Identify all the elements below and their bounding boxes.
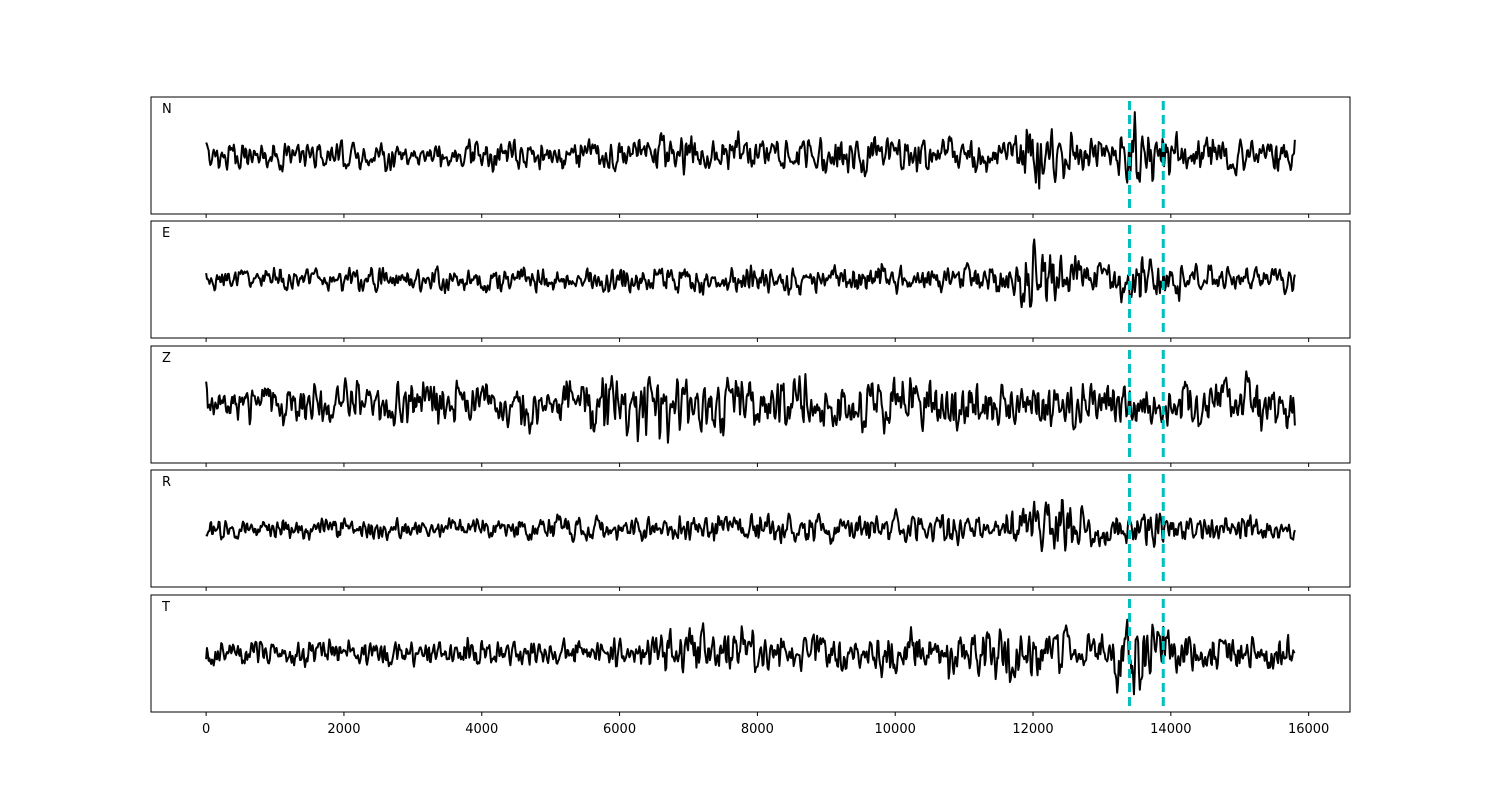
panel-label-n: N bbox=[162, 102, 172, 117]
x-tick-label: 2000 bbox=[327, 722, 360, 737]
trace-line-r bbox=[205, 498, 1296, 553]
trace-line-e bbox=[205, 238, 1296, 309]
x-axis: 0 2000 4000 6000 8000 10000 12000 14000 16000 bbox=[202, 722, 1329, 737]
x-tick-label: 8000 bbox=[741, 722, 774, 737]
x-tick-label: 14000 bbox=[1150, 722, 1191, 737]
panel-frame bbox=[150, 469, 1351, 588]
panel-frame bbox=[150, 345, 1351, 464]
panels: N E Z R T bbox=[150, 96, 1351, 716]
x-tick-label: 0 bbox=[202, 722, 210, 737]
x-tick-label: 4000 bbox=[465, 722, 498, 737]
panel-n: N bbox=[150, 96, 1351, 218]
trace-line-n bbox=[205, 111, 1296, 190]
x-tick-label: 16000 bbox=[1288, 722, 1329, 737]
panel-label-r: R bbox=[162, 475, 171, 490]
panel-z: Z bbox=[150, 345, 1351, 467]
panel-label-z: Z bbox=[162, 351, 171, 366]
x-tick-label: 6000 bbox=[603, 722, 636, 737]
trace-line-t bbox=[205, 618, 1296, 696]
panel-t: T bbox=[150, 594, 1351, 716]
trace-line-z bbox=[205, 370, 1296, 444]
panel-frame bbox=[150, 220, 1351, 339]
x-tick-label: 10000 bbox=[875, 722, 916, 737]
panel-label-e: E bbox=[162, 226, 170, 241]
panel-label-t: T bbox=[161, 600, 170, 615]
panel-e: E bbox=[150, 220, 1351, 342]
panel-r: R bbox=[150, 469, 1351, 591]
x-tick-label: 12000 bbox=[1012, 722, 1053, 737]
panel-frame bbox=[150, 96, 1351, 215]
panel-frame bbox=[150, 594, 1351, 713]
